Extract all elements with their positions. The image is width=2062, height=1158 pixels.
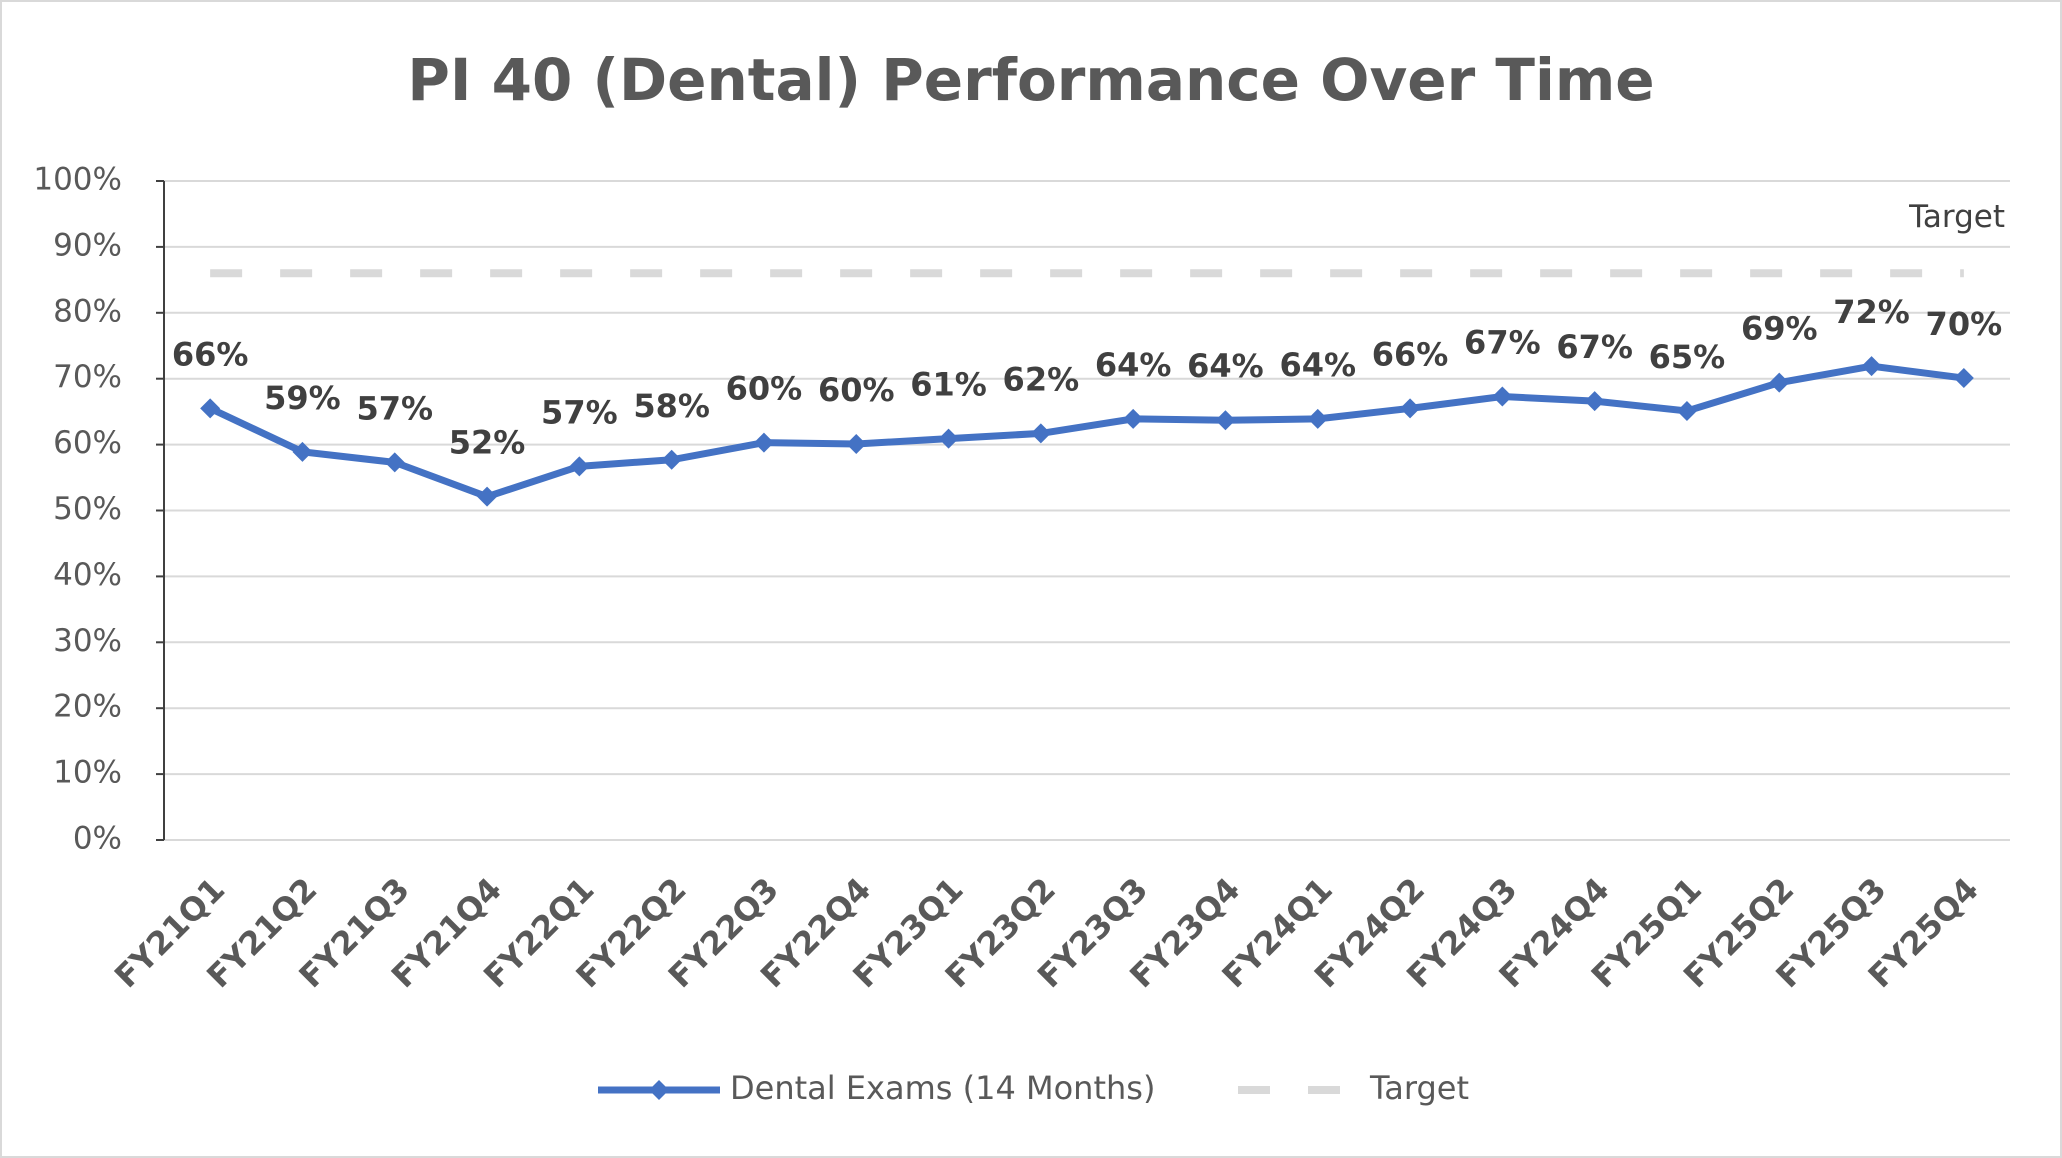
- legend-label: Dental Exams (14 Months): [730, 1069, 1155, 1107]
- data-label: 58%: [633, 387, 710, 425]
- data-point: [1584, 391, 1605, 412]
- data-label: 70%: [1926, 305, 2003, 343]
- data-point: [477, 486, 498, 507]
- data-point: [1123, 408, 1144, 429]
- y-tick-label: 100%: [33, 162, 122, 198]
- y-tick-label: 30%: [53, 623, 122, 659]
- chart-title: PI 40 (Dental) Performance Over Time: [407, 46, 1654, 114]
- y-tick-label: 10%: [53, 755, 122, 791]
- y-tick-label: 40%: [53, 557, 122, 593]
- data-label: 60%: [726, 370, 803, 408]
- data-label: 66%: [1372, 335, 1449, 373]
- legend-marker: [649, 1080, 669, 1100]
- data-label: 57%: [356, 389, 433, 427]
- data-label: 57%: [541, 393, 618, 431]
- y-tick-label: 80%: [53, 293, 122, 329]
- data-point: [1953, 368, 1974, 389]
- data-point: [846, 433, 867, 454]
- data-point: [1400, 398, 1421, 419]
- data-label: 59%: [264, 379, 341, 417]
- data-label: 64%: [1279, 346, 1356, 384]
- data-point: [1676, 400, 1697, 421]
- data-label: 65%: [1649, 338, 1726, 376]
- data-label: 52%: [449, 424, 526, 462]
- data-label: 69%: [1741, 310, 1818, 348]
- y-tick-label: 70%: [53, 359, 122, 395]
- target-annotation: Target: [1908, 199, 2005, 235]
- data-point: [1215, 410, 1236, 431]
- y-tick-label: 90%: [53, 227, 122, 263]
- data-label: 72%: [1833, 293, 1910, 331]
- series-line: [208, 362, 1965, 501]
- data-point: [938, 428, 959, 449]
- legend-label: Target: [1369, 1069, 1469, 1107]
- data-point: [384, 452, 405, 473]
- data-label: 67%: [1464, 323, 1541, 361]
- data-label: 67%: [1556, 328, 1633, 366]
- y-tick-label: 20%: [53, 689, 122, 725]
- y-tick-label: 60%: [53, 425, 122, 461]
- data-label: 60%: [818, 371, 895, 409]
- data-point: [200, 398, 221, 419]
- data-label: 64%: [1095, 346, 1172, 384]
- data-point: [569, 456, 590, 477]
- data-label: 64%: [1187, 347, 1264, 385]
- data-point: [292, 441, 313, 462]
- data-point: [753, 432, 774, 453]
- y-tick-label: 0%: [73, 821, 122, 857]
- data-label: 62%: [1003, 360, 1080, 398]
- data-point: [661, 449, 682, 470]
- data-label: 66%: [172, 335, 249, 373]
- data-point: [1769, 372, 1790, 393]
- data-point: [1307, 408, 1328, 429]
- data-label: 61%: [910, 366, 987, 404]
- y-tick-label: 50%: [53, 491, 122, 527]
- data-point: [1492, 386, 1513, 407]
- data-point: [1030, 423, 1051, 444]
- data-point: [1861, 356, 1882, 377]
